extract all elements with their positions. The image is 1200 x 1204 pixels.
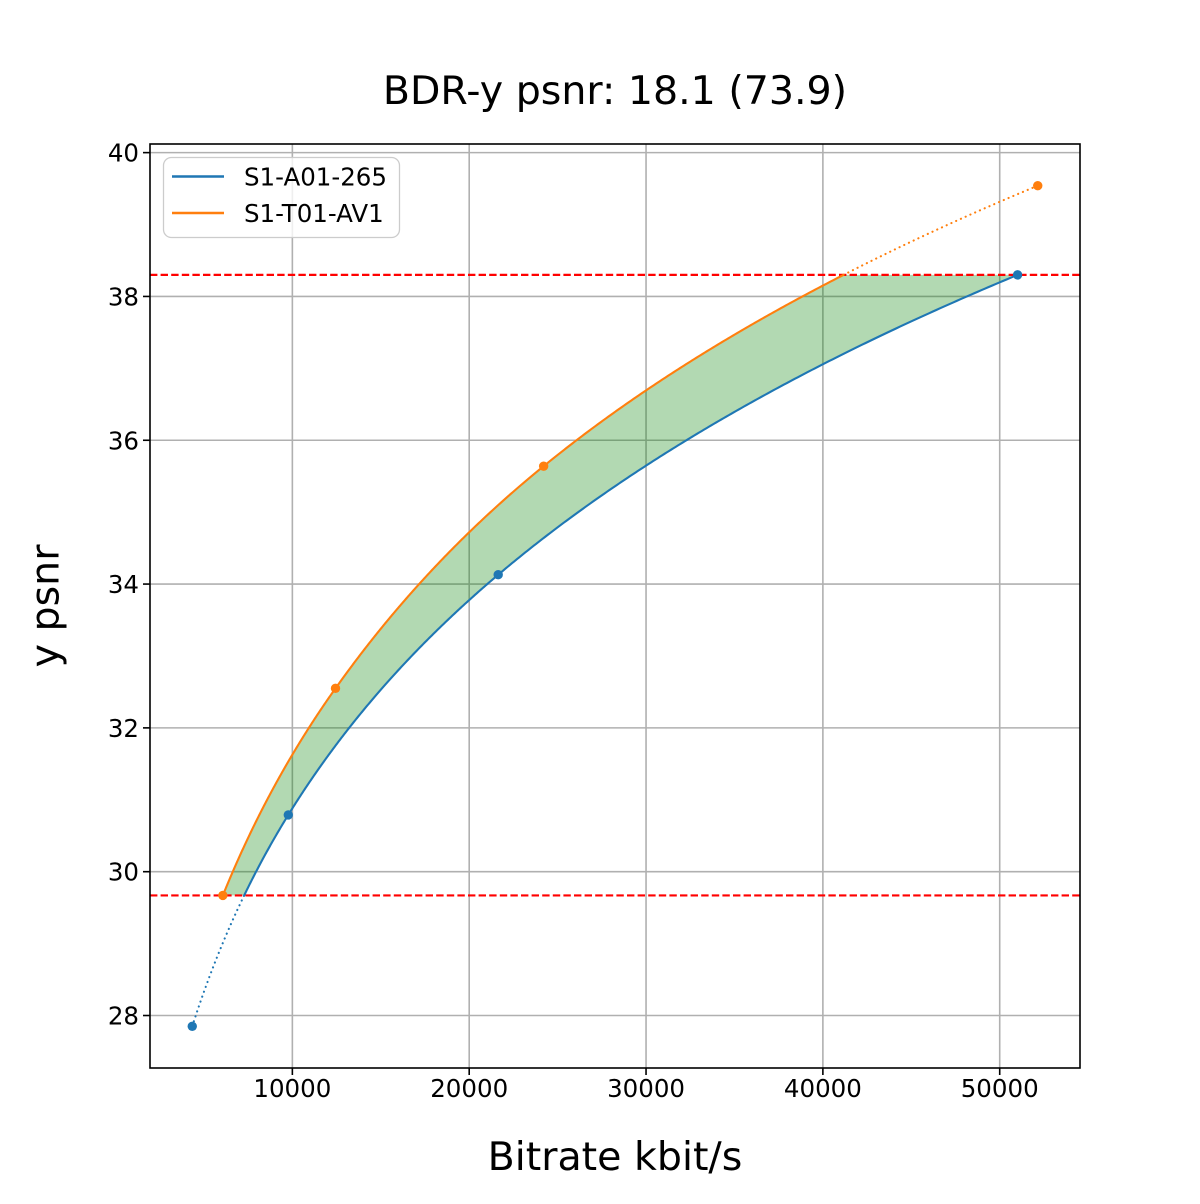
series-1-marker bbox=[218, 890, 228, 901]
series-0-marker bbox=[187, 1021, 197, 1031]
series-0-marker bbox=[283, 810, 293, 820]
x-tick-labels: 10000 20000 30000 40000 50000 bbox=[253, 1074, 1038, 1103]
y-tick-label: 34 bbox=[108, 570, 139, 599]
x-tick-label: 20000 bbox=[430, 1074, 508, 1103]
x-axis-label: Bitrate kbit/s bbox=[488, 1134, 743, 1180]
gridlines bbox=[150, 144, 1080, 1068]
rd-curves bbox=[191, 184, 1039, 1028]
y-tick-label: 28 bbox=[108, 1002, 139, 1031]
series-0-extrapolated bbox=[191, 894, 246, 1028]
legend-label: S1-A01-265 bbox=[244, 163, 387, 192]
y-tick-label: 30 bbox=[108, 858, 139, 887]
series-1-marker bbox=[538, 461, 549, 471]
axes-border bbox=[149, 143, 1081, 1069]
series-0-curve bbox=[243, 273, 1018, 896]
y-tick-label: 38 bbox=[108, 282, 139, 311]
y-axis-label: y psnr bbox=[23, 544, 69, 668]
x-tick-label: 10000 bbox=[253, 1074, 331, 1103]
data-point-markers bbox=[187, 181, 1043, 1031]
chart-title: BDR-y psnr: 18.1 (73.9) bbox=[383, 68, 847, 114]
x-tick-label: 40000 bbox=[784, 1074, 862, 1103]
series-0-marker bbox=[493, 570, 503, 580]
legend-label: S1-T01-AV1 bbox=[244, 199, 384, 228]
axis-ticks bbox=[143, 151, 1001, 1075]
series-1-curve bbox=[221, 273, 845, 896]
x-tick-label: 50000 bbox=[961, 1074, 1039, 1103]
y-tick-label: 36 bbox=[108, 426, 139, 455]
y-tick-label: 40 bbox=[108, 139, 139, 168]
overlap-bound-lines bbox=[150, 273, 1080, 897]
series-0-marker bbox=[1012, 270, 1023, 280]
x-tick-label: 30000 bbox=[607, 1074, 685, 1103]
legend: S1-A01-265 S1-T01-AV1 bbox=[162, 156, 401, 239]
y-tick-labels: 28 30 32 34 36 38 40 bbox=[108, 139, 139, 1031]
series-1-marker bbox=[1033, 181, 1043, 191]
axes-spines bbox=[149, 143, 1081, 1069]
series-1-marker bbox=[330, 683, 341, 694]
y-tick-label: 32 bbox=[108, 714, 139, 743]
